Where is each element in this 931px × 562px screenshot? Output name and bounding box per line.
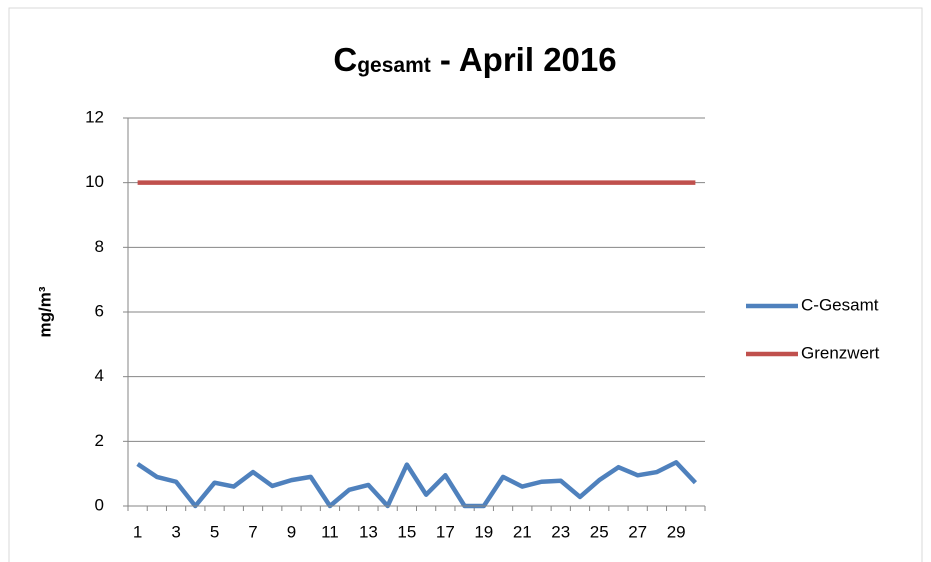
x-tick-label: 17	[436, 522, 455, 541]
x-tick-label: 7	[248, 522, 257, 541]
series-line	[136, 460, 698, 509]
y-tick-label: 6	[95, 301, 104, 320]
title-main: C	[333, 41, 357, 78]
x-tick-label: 9	[287, 522, 296, 541]
x-tick-label: 21	[513, 522, 532, 541]
x-tick-label: 19	[474, 522, 493, 541]
y-tick-label: 10	[85, 172, 104, 191]
x-tick-label: 1	[133, 522, 142, 541]
x-tick-label: 23	[551, 522, 570, 541]
y-tick-label: 12	[85, 107, 104, 126]
title-rest: - April 2016	[431, 41, 617, 78]
y-axis-label: mg/m³	[35, 286, 54, 337]
x-tick-label: 29	[667, 522, 686, 541]
x-tick-label: 11	[321, 522, 339, 541]
x-tick-label: 25	[590, 522, 609, 541]
chart-title: Cgesamt - April 2016	[333, 41, 616, 78]
chart-frame	[8, 7, 923, 562]
x-tick-label: 5	[210, 522, 219, 541]
legend-label: Grenzwert	[801, 343, 880, 362]
y-tick-label: 8	[95, 237, 104, 256]
y-tick-label: 0	[95, 495, 104, 514]
y-tick-label: 4	[95, 366, 104, 385]
legend-label: C-Gesamt	[801, 295, 879, 314]
x-tick-label: 13	[359, 522, 378, 541]
title-sub: gesamt	[357, 54, 431, 77]
x-tick-label: 15	[397, 522, 416, 541]
x-tick-label: 27	[628, 522, 647, 541]
x-tick-label: 3	[171, 522, 180, 541]
y-tick-label: 2	[95, 431, 104, 450]
